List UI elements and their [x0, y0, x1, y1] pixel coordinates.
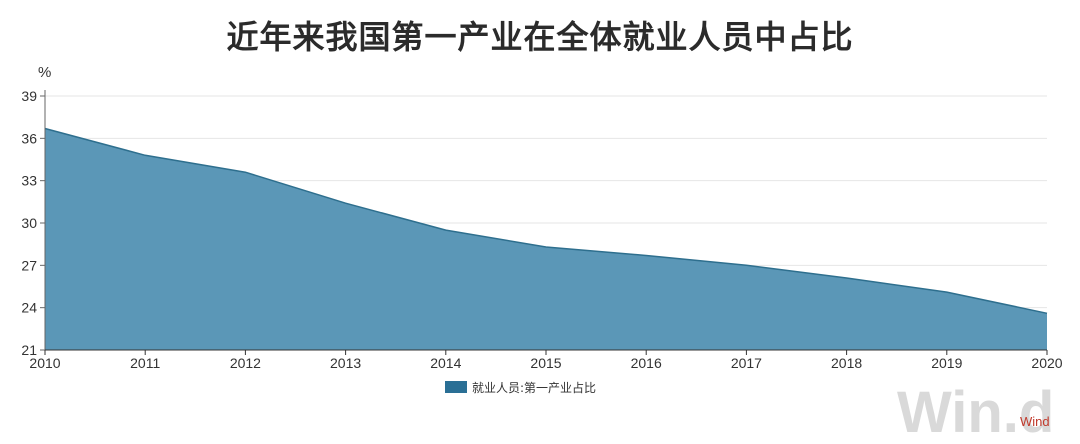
x-tick-label: 2016	[631, 355, 662, 371]
source-label: Wind	[1020, 414, 1050, 429]
legend-label: 就业人员:第一产业占比	[472, 380, 596, 395]
y-axis-unit: %	[38, 64, 51, 81]
series-area-layer	[44, 127, 1048, 350]
x-tick-label: 2010	[29, 355, 60, 371]
x-tick-label: 2015	[530, 355, 561, 371]
x-tick-label: 2014	[430, 355, 461, 371]
legend-swatch	[445, 381, 467, 393]
y-tick-label: 24	[21, 300, 37, 316]
x-axis-ticks: 2010 2011 2012 2013 2014 2015 2016 2017 2018 2019…	[29, 350, 1063, 371]
y-axis-ticks: 21 24 27 30 33 36 39	[21, 88, 45, 358]
x-tick-label: 2018	[831, 355, 862, 371]
wind-watermark: Win.d	[897, 380, 1054, 444]
series-area	[45, 128, 1047, 350]
x-tick-label: 2020	[1031, 355, 1062, 371]
x-tick-label: 2017	[731, 355, 762, 371]
chart-title: 近年来我国第一产业在全体就业人员中占比	[226, 18, 854, 56]
y-tick-label: 27	[21, 257, 37, 273]
x-tick-label: 2011	[130, 355, 160, 371]
y-tick-label: 36	[21, 130, 37, 146]
legend[interactable]: 就业人员:第一产业占比	[445, 380, 596, 395]
x-tick-label: 2012	[230, 355, 261, 371]
y-tick-label: 33	[21, 173, 37, 189]
y-tick-label: 21	[21, 342, 37, 358]
x-tick-label: 2019	[931, 355, 962, 371]
y-tick-label: 39	[21, 88, 37, 104]
x-tick-label: 2013	[330, 355, 361, 371]
y-tick-label: 30	[21, 215, 37, 231]
